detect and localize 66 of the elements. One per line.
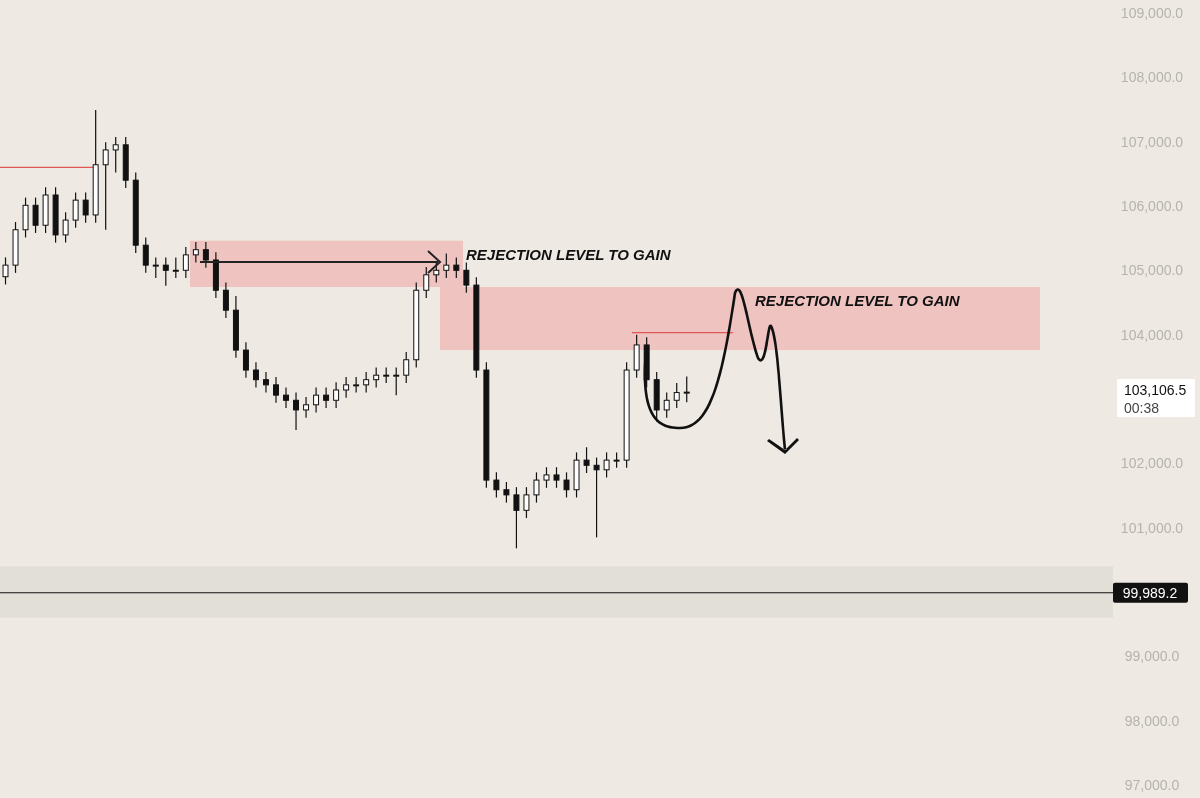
y-tick-label: 109,000.0 (1120, 4, 1184, 21)
candlestick (62, 211, 69, 244)
candlestick (663, 391, 670, 419)
candlestick (563, 471, 570, 499)
candlestick (263, 371, 269, 394)
candlestick (503, 481, 510, 504)
candlestick (603, 451, 610, 479)
annotation: REJECTION LEVEL TO GAIN (755, 292, 961, 309)
candlestick (333, 381, 340, 409)
candlestick (683, 375, 690, 403)
candlestick (513, 486, 520, 549)
candlestick (283, 386, 289, 409)
y-tick-label: 104,000.0 (1120, 326, 1184, 343)
candlestick (533, 471, 540, 504)
y-tick-label: 98,000.0 (1124, 712, 1180, 729)
candlestick (102, 141, 109, 231)
candlestick (363, 371, 370, 394)
annotation: REJECTION LEVEL TO GAIN (466, 246, 672, 263)
candlestick (72, 191, 79, 229)
candlestick (443, 252, 450, 279)
candlestick (192, 241, 199, 264)
candlestick (242, 341, 249, 379)
candlestick (252, 361, 259, 389)
candlestick (323, 386, 330, 409)
y-tick-label: 108,000.0 (1120, 69, 1184, 86)
ref-line-label: 99,989.2 (1122, 584, 1178, 601)
candlestick (593, 456, 600, 538)
y-tick-label: 99,000.0 (1124, 648, 1180, 665)
candlestick (202, 241, 209, 269)
candlestick (182, 246, 189, 279)
y-tick-label: 97,000.0 (1124, 777, 1180, 794)
candlestick (543, 466, 550, 489)
candlestick (583, 446, 590, 474)
candlestick (553, 466, 560, 489)
candlestick (403, 351, 410, 384)
candlestick (303, 396, 310, 419)
candlestick (313, 386, 320, 414)
y-tick-label: 105,000.0 (1120, 262, 1184, 279)
candlestick (152, 256, 159, 279)
candlestick (393, 366, 400, 396)
candlestick (222, 281, 229, 319)
candlestick (463, 261, 470, 294)
text: 103,106.5 (1124, 382, 1187, 398)
y-tick-label: 106,000.0 (1120, 197, 1184, 214)
candlestick (353, 376, 360, 394)
candlestick (423, 266, 430, 299)
candlestick (162, 256, 169, 287)
candlestick (172, 256, 179, 279)
y-tick-label: 107,000.0 (1120, 133, 1184, 150)
text: 00:38 (1124, 400, 1160, 416)
candlestick (373, 366, 380, 389)
candlestick (433, 261, 440, 284)
candlestick (453, 256, 460, 279)
candlestick (343, 376, 350, 399)
candlestick (273, 376, 279, 404)
candlestick (523, 486, 530, 519)
candlestick (112, 136, 119, 174)
candlestick (142, 236, 149, 274)
y-tick-label: 101,000.0 (1120, 519, 1184, 536)
candlestick (673, 382, 680, 409)
candlestick (2, 256, 9, 286)
candlestick (32, 196, 39, 234)
candlestick (82, 191, 89, 224)
candlestick (493, 471, 500, 499)
y-tick-label: 102,000.0 (1120, 455, 1184, 472)
candlestick (293, 391, 300, 431)
